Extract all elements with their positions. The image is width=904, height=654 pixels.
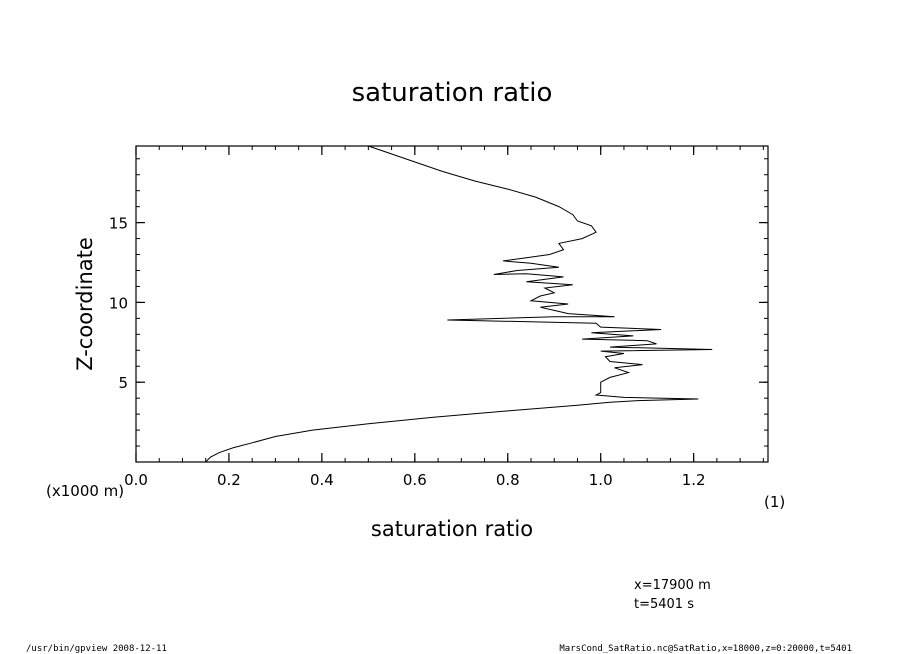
x-tick-label: 0.0: [124, 471, 148, 489]
y-tick-label: 15: [109, 215, 128, 233]
x-tick-label: 1.2: [682, 471, 706, 489]
x-tick-label: 0.6: [403, 471, 427, 489]
y-tick-label: 10: [109, 294, 128, 312]
plot-area: [135, 145, 769, 463]
footer-left: /usr/bin/gpview 2008-12-11: [26, 644, 167, 654]
x-tick-label: 1.0: [589, 471, 613, 489]
footer-right: MarsCond_SatRatio.nc@SatRatio,x=18000,z=…: [559, 644, 852, 654]
x-unit-label: (1): [764, 493, 785, 511]
x-tick-label: 0.2: [217, 471, 241, 489]
y-axis-label: Z-coordinate: [73, 237, 97, 371]
y-tick-label: 5: [118, 374, 128, 392]
chart-title: saturation ratio: [352, 78, 553, 108]
plot-border: [135, 145, 769, 463]
minor-ticks: [136, 146, 768, 462]
x-position-note: x=17900 m: [634, 578, 711, 593]
x-axis-label: saturation ratio: [371, 517, 533, 541]
t-position-note: t=5401 s: [634, 597, 694, 612]
x-axis-ticks: 0.0 0.2 0.4 0.6 0.8 1.0 1.2: [124, 146, 706, 489]
series-line: [205, 145, 713, 463]
y-axis-ticks: 5 10 15: [109, 215, 768, 392]
x-tick-label: 0.8: [496, 471, 520, 489]
x-tick-label: 0.4: [310, 471, 334, 489]
y-unit-label: (x1000 m): [46, 482, 124, 500]
